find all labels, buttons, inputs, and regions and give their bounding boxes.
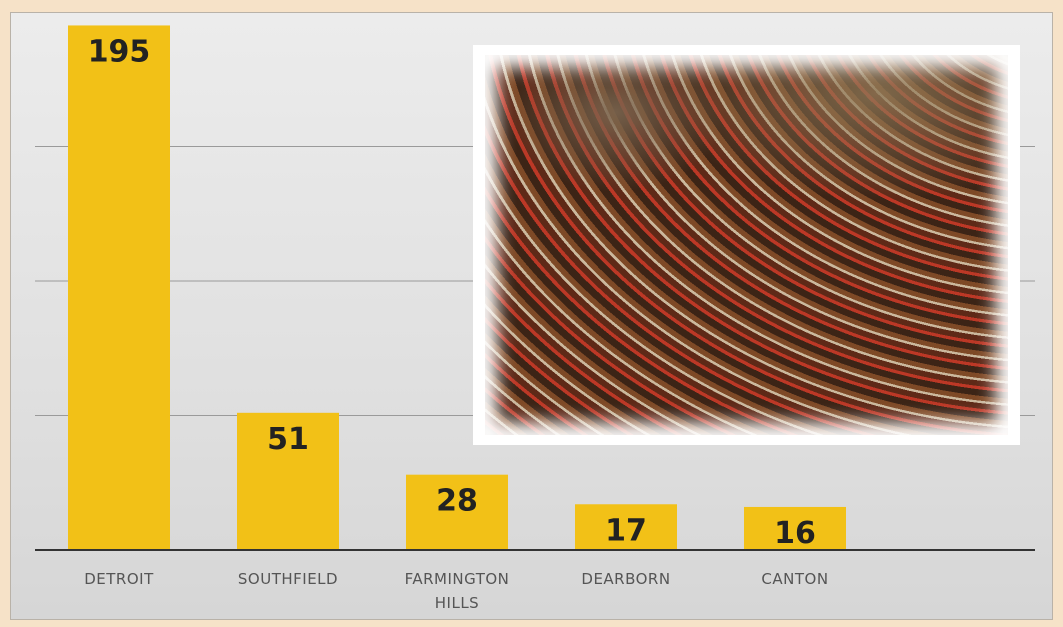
value-label: 16 xyxy=(774,516,816,551)
bar xyxy=(68,25,170,550)
photo-content xyxy=(485,55,1008,435)
x-tick-label: CANTON xyxy=(725,567,865,591)
x-tick-label: SOUTHFIELD xyxy=(218,567,358,591)
value-label: 17 xyxy=(605,513,647,548)
auditorium-photo xyxy=(473,45,1020,445)
value-label: 51 xyxy=(267,422,309,457)
page: 19551281716 (() => { const data = JSON.p… xyxy=(0,0,1063,627)
x-tick-label: DEARBORN xyxy=(556,567,696,591)
value-label: 195 xyxy=(88,34,151,69)
value-label: 28 xyxy=(436,484,478,519)
x-tick-label: DETROIT xyxy=(49,567,189,591)
x-tick-label: FARMINGTON HILLS xyxy=(387,567,527,615)
